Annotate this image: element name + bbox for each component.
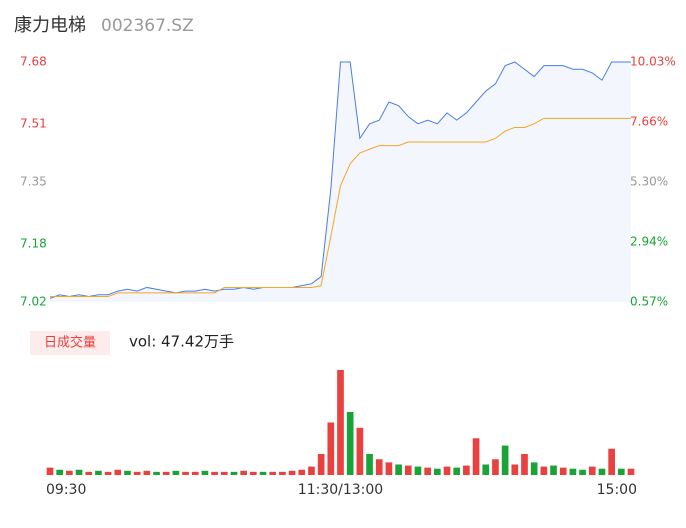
y2-tick-label: 7.66%	[630, 115, 668, 129]
x-tick-label: 09:30	[46, 482, 86, 498]
volume-bar	[530, 462, 538, 475]
volume-bar	[375, 459, 383, 475]
volume-bar	[172, 470, 180, 475]
volume-bar	[250, 471, 257, 475]
x-tick-label: 11:30/13:00	[298, 482, 383, 498]
volume-bar	[298, 469, 306, 475]
volume-bar	[463, 465, 470, 475]
volume-bar	[162, 471, 170, 475]
stock-name: 康力电梯	[14, 15, 86, 36]
volume-bar	[269, 471, 277, 475]
volume-bar	[133, 471, 141, 475]
volume-bar	[501, 445, 509, 475]
volume-bar	[540, 466, 548, 475]
volume-bar	[288, 470, 296, 475]
volume-bar	[617, 468, 625, 475]
volume-bar	[453, 467, 461, 475]
volume-bar	[308, 466, 315, 475]
volume-bar	[569, 468, 577, 475]
volume-bar	[598, 468, 606, 475]
volume-bar	[95, 470, 102, 475]
volume-bar	[511, 464, 519, 475]
volume-bar	[317, 454, 325, 475]
volume-bar	[75, 469, 83, 475]
volume-bar	[124, 470, 131, 475]
volume-bar	[327, 422, 335, 475]
volume-bar	[356, 427, 364, 475]
y-tick-label: 7.68	[20, 55, 47, 69]
volume-bar	[66, 470, 73, 475]
volume-bar	[559, 467, 567, 475]
volume-bar	[46, 467, 54, 475]
price-area	[50, 62, 631, 302]
volume-bar	[579, 469, 586, 475]
volume-bar	[404, 465, 412, 475]
volume-bar	[201, 470, 209, 475]
y-tick-label: 7.02	[20, 295, 47, 309]
volume-bar	[482, 464, 490, 475]
y-tick-label: 7.35	[20, 175, 47, 189]
y2-tick-label: 5.30%	[630, 175, 668, 189]
volume-bar	[588, 466, 596, 475]
volume-bar	[346, 412, 354, 475]
volume-total: vol: 47.42万手	[129, 333, 234, 351]
volume-bar	[366, 454, 373, 475]
volume-bar	[424, 467, 431, 475]
volume-bar	[385, 462, 393, 475]
volume-bar	[220, 471, 228, 475]
volume-bar	[472, 438, 480, 475]
y2-tick-label: 0.57%	[630, 295, 668, 309]
volume-bar	[259, 471, 267, 475]
y-tick-label: 7.18	[20, 236, 47, 250]
x-tick-label: 15:00	[597, 482, 637, 498]
volume-bar	[433, 468, 441, 475]
volume-bar	[414, 466, 422, 475]
volume-bar	[143, 470, 151, 475]
volume-bar	[114, 469, 122, 475]
volume-bar	[443, 466, 451, 475]
volume-legend: 日成交量	[44, 335, 96, 351]
volume-bar	[153, 471, 160, 475]
volume-legend-box	[30, 331, 110, 355]
volume-bar	[627, 468, 635, 475]
volume-bar	[182, 471, 189, 475]
volume-bar	[240, 470, 248, 475]
line-price	[49, 61, 631, 299]
volume-bar	[56, 469, 64, 475]
volume-bar	[104, 471, 112, 475]
volume-bar	[550, 465, 557, 475]
volume-bar	[521, 454, 528, 475]
volume-bar	[230, 471, 238, 475]
y-tick-label: 7.51	[20, 116, 47, 130]
volume-bar	[395, 464, 402, 475]
volume-bar	[608, 448, 615, 475]
volume-bar	[85, 471, 93, 475]
line-average	[50, 117, 631, 298]
volume-bar	[279, 471, 286, 475]
volume-bar	[492, 459, 499, 475]
y2-tick-label: 10.03%	[630, 55, 676, 69]
volume-bar	[211, 471, 218, 475]
volume-bar	[337, 370, 344, 475]
y2-tick-label: 2.94%	[630, 234, 668, 248]
stock-code: 002367.SZ	[101, 16, 194, 36]
volume-bar	[191, 471, 199, 475]
